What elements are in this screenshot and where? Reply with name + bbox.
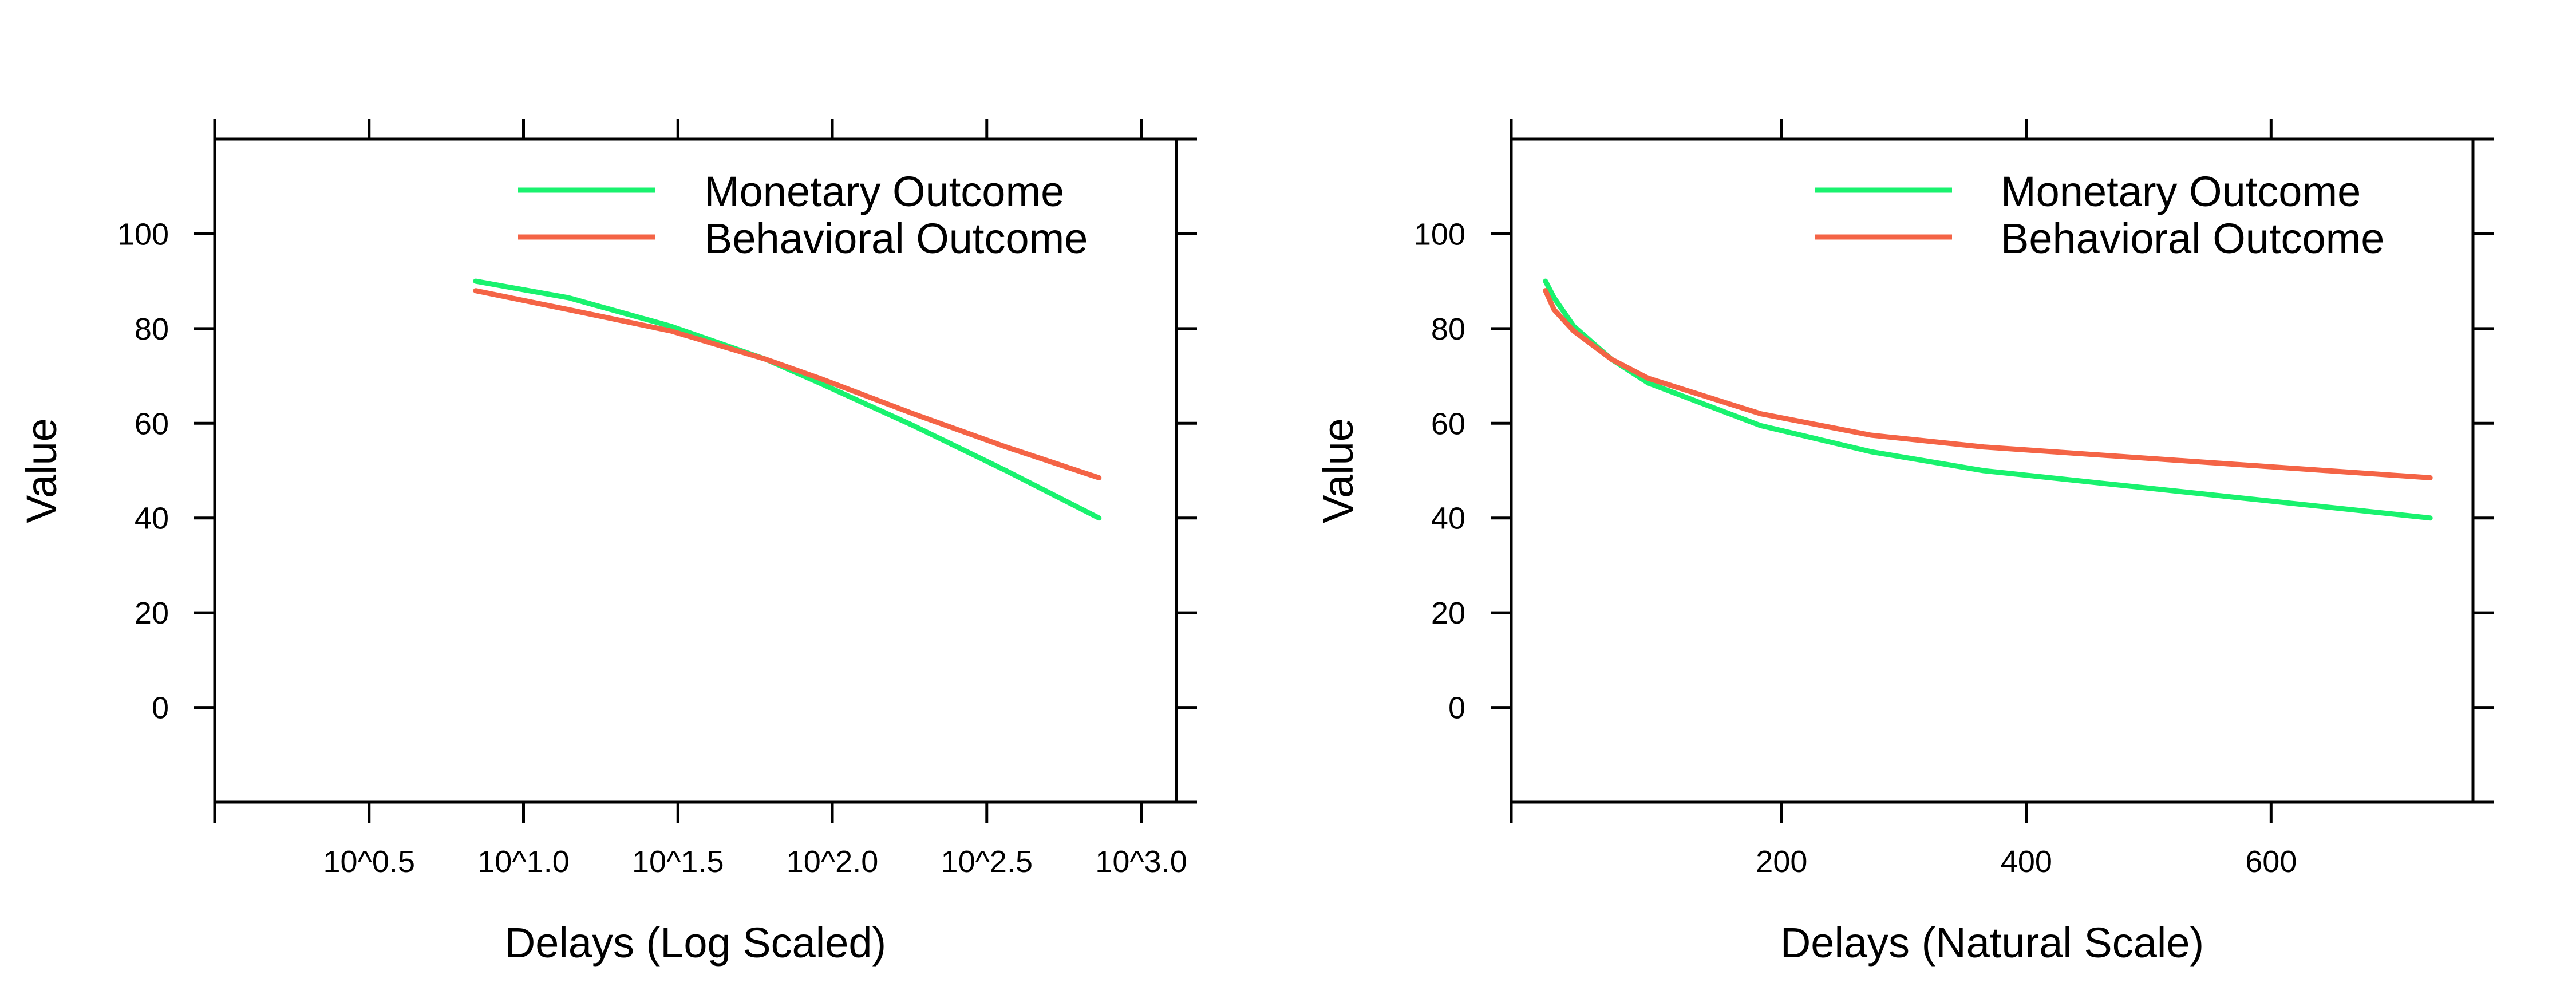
y-tick-label: 20: [135, 596, 169, 630]
series-line-monetary: [1543, 278, 2433, 521]
x-axis-label: Delays (Log Scaled): [505, 919, 886, 967]
y-tick-label: 40: [135, 502, 169, 536]
x-tick-label: 10^3.0: [1095, 845, 1187, 879]
x-tick-label: 200: [1756, 845, 1807, 879]
series-line-behavioral: [473, 288, 1102, 480]
y-tick-label: 60: [1431, 407, 1465, 441]
x-axis-label: Delays (Natural Scale): [1780, 919, 2204, 967]
x-tick-label: 10^0.5: [323, 845, 415, 879]
legend-label-monetary: Monetary Outcome: [704, 168, 1064, 215]
legend-label-monetary: Monetary Outcome: [2001, 168, 2361, 215]
y-tick-label: 20: [1431, 596, 1465, 630]
y-axis-label: Value: [1314, 418, 1362, 523]
y-axis-label: Value: [18, 418, 65, 523]
y-tick-label: 0: [152, 691, 169, 725]
y-tick-label: 100: [117, 217, 169, 251]
legend-label-behavioral: Behavioral Outcome: [704, 215, 1088, 262]
y-tick-label: 0: [1448, 691, 1465, 725]
legend-label-behavioral: Behavioral Outcome: [2001, 215, 2384, 262]
y-tick-label: 80: [1431, 312, 1465, 346]
x-tick-label: 10^2.5: [941, 845, 1033, 879]
x-tick-label: 10^1.5: [632, 845, 724, 879]
x-tick-label: 10^2.0: [787, 845, 878, 879]
plot-frame: [1510, 137, 2475, 804]
legend: Monetary Outcome Behavioral Outcome: [518, 168, 1088, 262]
x-ticks: 200 400 600: [1510, 119, 2494, 879]
y-ticks: 0 20 40 60 80 100: [1414, 217, 2494, 725]
series-lines: [473, 278, 1102, 521]
legend: Monetary Outcome Behavioral Outcome: [1815, 168, 2384, 262]
y-ticks: 0 20 40 60 80 100: [117, 217, 1197, 725]
x-tick-label: 600: [2245, 845, 2297, 879]
series-lines: [1543, 278, 2433, 521]
series-line-behavioral: [1543, 288, 2433, 480]
y-tick-label: 80: [135, 312, 169, 346]
chart-panel-natural: 0 20 40 60 80 100 200 400 600 Monetary Outcome …: [1314, 119, 2494, 967]
x-tick-label: 400: [2001, 845, 2052, 879]
y-tick-label: 40: [1431, 502, 1465, 536]
y-tick-label: 60: [135, 407, 169, 441]
plot-frame: [213, 137, 1178, 804]
x-ticks: 10^0.5 10^1.0 10^1.5 10^2.0 10^2.5 10^3.0: [213, 119, 1197, 879]
y-tick-label: 100: [1414, 217, 1465, 251]
x-tick-label: 10^1.0: [477, 845, 569, 879]
